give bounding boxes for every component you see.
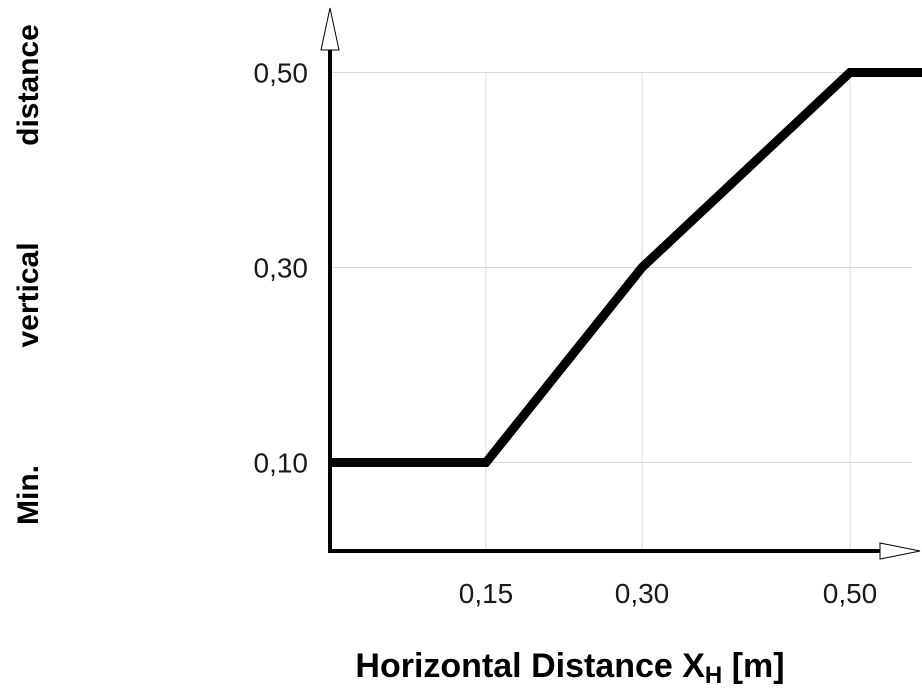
x-axis-title: Horizontal Distance XH [m] [355, 647, 784, 689]
axes [320, 7, 921, 560]
x-axis-arrow-icon [879, 542, 921, 560]
x-tick-label-1: 0,30 [615, 578, 670, 609]
y-tick-label-0: 0,10 [254, 448, 309, 479]
y-axis-arrow-icon [320, 7, 340, 51]
x-axis-title-main: Horizontal Distance X [355, 647, 705, 685]
x-axis-title-unit: [m] [722, 647, 784, 685]
series [330, 68, 922, 467]
grid-lines [330, 72, 912, 551]
tick-labels: 0,10 0,30 0,50 0,15 0,30 0,50 [254, 58, 878, 610]
y-axis-title-text: Min. vertical distance [12, 24, 45, 525]
y-axis-title: Min. vertical distance [12, 24, 45, 525]
y-tick-label-2: 0,50 [254, 58, 309, 89]
y-tick-label-1: 0,30 [254, 253, 309, 284]
x-axis-title-subscript: H [705, 662, 722, 689]
y-axis-title-word-1: vertical [12, 242, 45, 347]
series-line-0 [330, 68, 922, 467]
y-axis-title-word-2: distance [12, 24, 45, 146]
x-tick-label-0: 0,15 [459, 578, 514, 609]
x-tick-label-2: 0,50 [823, 578, 878, 609]
y-axis-title-word-0: Min. [12, 465, 45, 525]
